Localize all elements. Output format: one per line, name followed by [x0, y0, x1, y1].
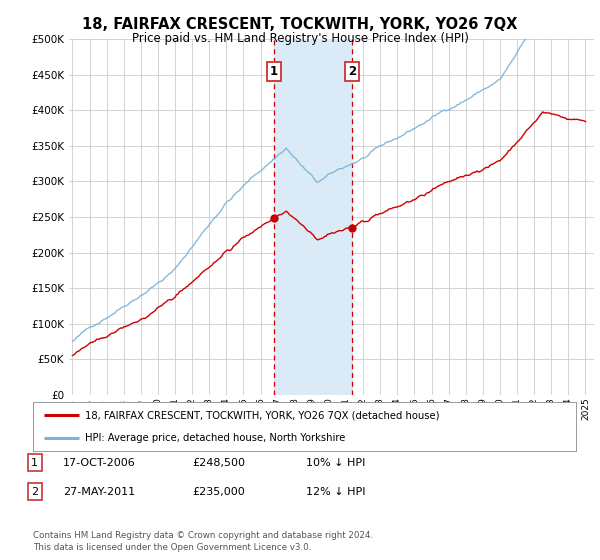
Text: 10% ↓ HPI: 10% ↓ HPI — [306, 458, 365, 468]
Text: 18, FAIRFAX CRESCENT, TOCKWITH, YORK, YO26 7QX: 18, FAIRFAX CRESCENT, TOCKWITH, YORK, YO… — [82, 17, 518, 32]
Text: Contains HM Land Registry data © Crown copyright and database right 2024.
This d: Contains HM Land Registry data © Crown c… — [33, 531, 373, 552]
Text: 2: 2 — [349, 65, 356, 78]
Text: 12% ↓ HPI: 12% ↓ HPI — [306, 487, 365, 497]
Text: 17-OCT-2006: 17-OCT-2006 — [63, 458, 136, 468]
Text: 1: 1 — [31, 458, 38, 468]
Text: £235,000: £235,000 — [192, 487, 245, 497]
Text: 18, FAIRFAX CRESCENT, TOCKWITH, YORK, YO26 7QX (detached house): 18, FAIRFAX CRESCENT, TOCKWITH, YORK, YO… — [85, 410, 439, 421]
Text: £248,500: £248,500 — [192, 458, 245, 468]
Bar — [274, 39, 352, 395]
Text: Price paid vs. HM Land Registry's House Price Index (HPI): Price paid vs. HM Land Registry's House … — [131, 32, 469, 45]
Text: 1: 1 — [270, 65, 278, 78]
Text: 27-MAY-2011: 27-MAY-2011 — [63, 487, 135, 497]
Text: HPI: Average price, detached house, North Yorkshire: HPI: Average price, detached house, Nort… — [85, 433, 345, 444]
Text: 2: 2 — [31, 487, 38, 497]
